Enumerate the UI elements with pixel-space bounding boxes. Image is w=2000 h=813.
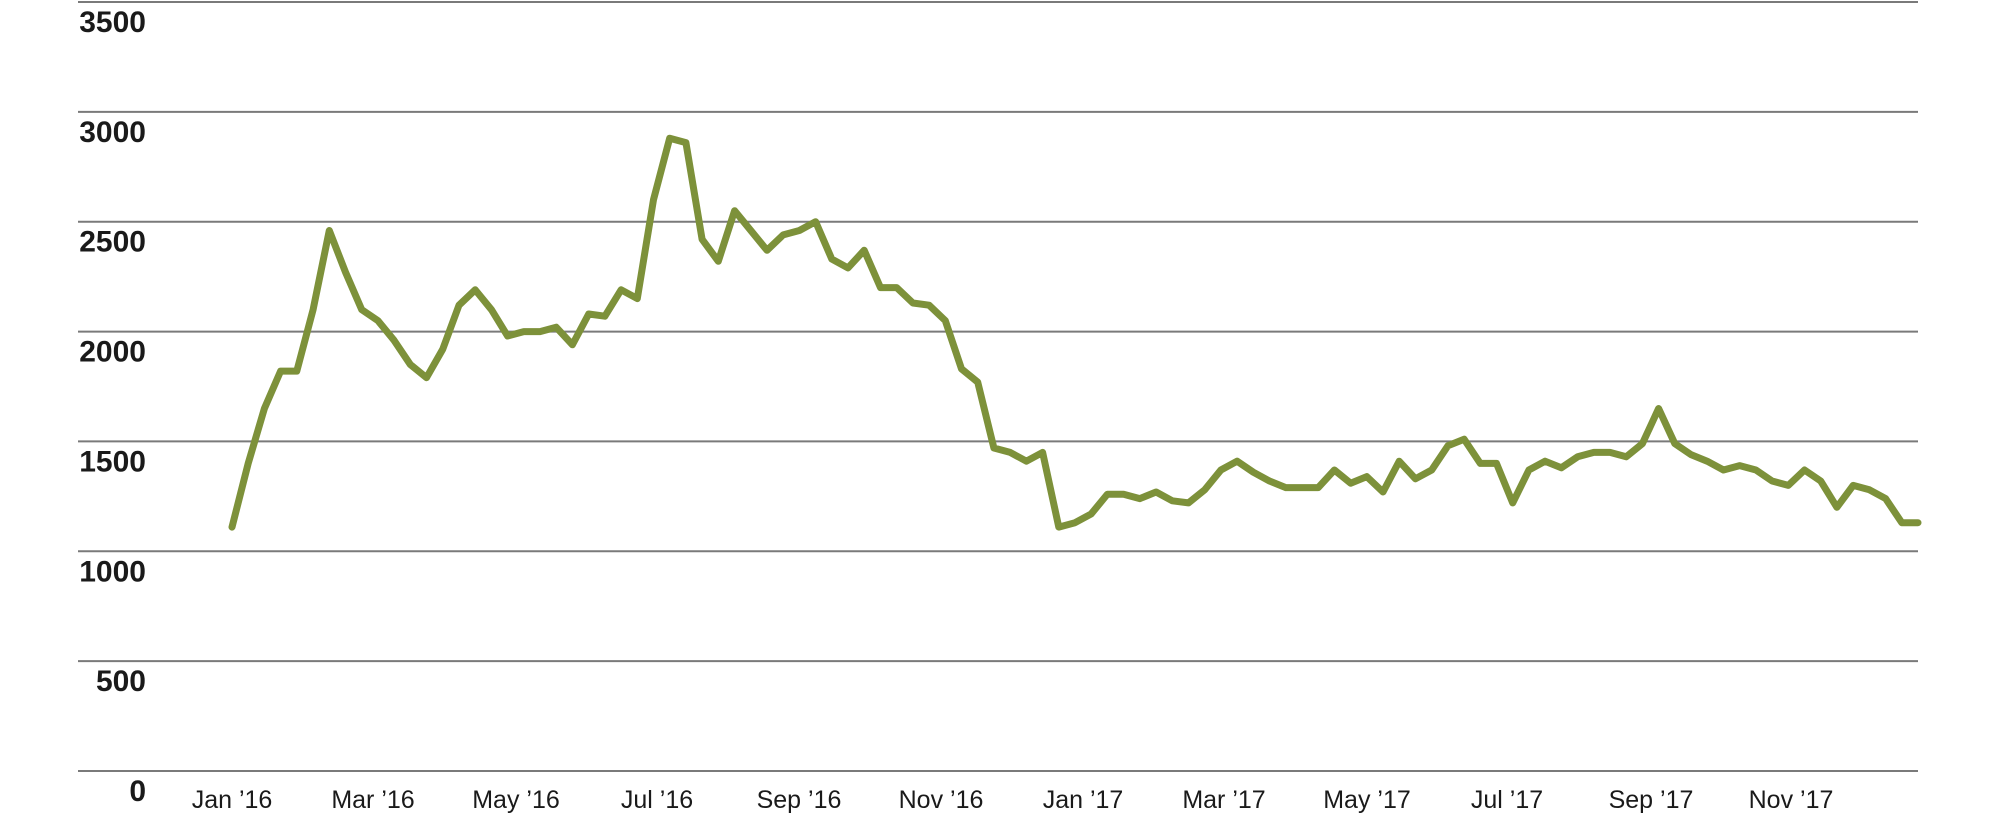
y-axis-tick-labels: 0 500 1000 1500 2000 2500 3000 3500 — [79, 6, 146, 808]
x-tick-label: May ’16 — [472, 786, 560, 813]
y-tick-label: 2000 — [79, 336, 146, 369]
y-tick-label: 3000 — [79, 116, 146, 149]
y-tick-label: 1500 — [79, 445, 146, 478]
x-tick-label: Mar ’17 — [1182, 786, 1265, 813]
x-tick-label: Jul ’16 — [621, 786, 693, 813]
y-tick-label: 3500 — [79, 6, 146, 39]
x-tick-label: Sep ’16 — [757, 786, 842, 813]
x-axis-tick-labels: Jan ’16 Mar ’16 May ’16 Jul ’16 Sep ’16 Nov ’… — [192, 786, 1834, 813]
x-tick-label: Nov ’17 — [1749, 786, 1834, 813]
x-tick-label: Jul ’17 — [1471, 786, 1543, 813]
x-tick-label: Jan ’17 — [1043, 786, 1124, 813]
y-tick-label: 1000 — [79, 555, 146, 588]
series-lines — [228, 134, 1922, 531]
x-tick-label: Mar ’16 — [331, 786, 414, 813]
x-tick-label: Nov ’16 — [899, 786, 984, 813]
y-tick-label: 2500 — [79, 226, 146, 259]
x-tick-label: May ’17 — [1323, 786, 1411, 813]
x-tick-label: Jan ’16 — [192, 786, 273, 813]
x-tick-label: Sep ’17 — [1609, 786, 1694, 813]
series-line — [228, 134, 1922, 531]
y-tick-label: 0 — [129, 775, 146, 808]
gridlines — [78, 1, 1918, 772]
y-tick-label: 500 — [96, 665, 146, 698]
